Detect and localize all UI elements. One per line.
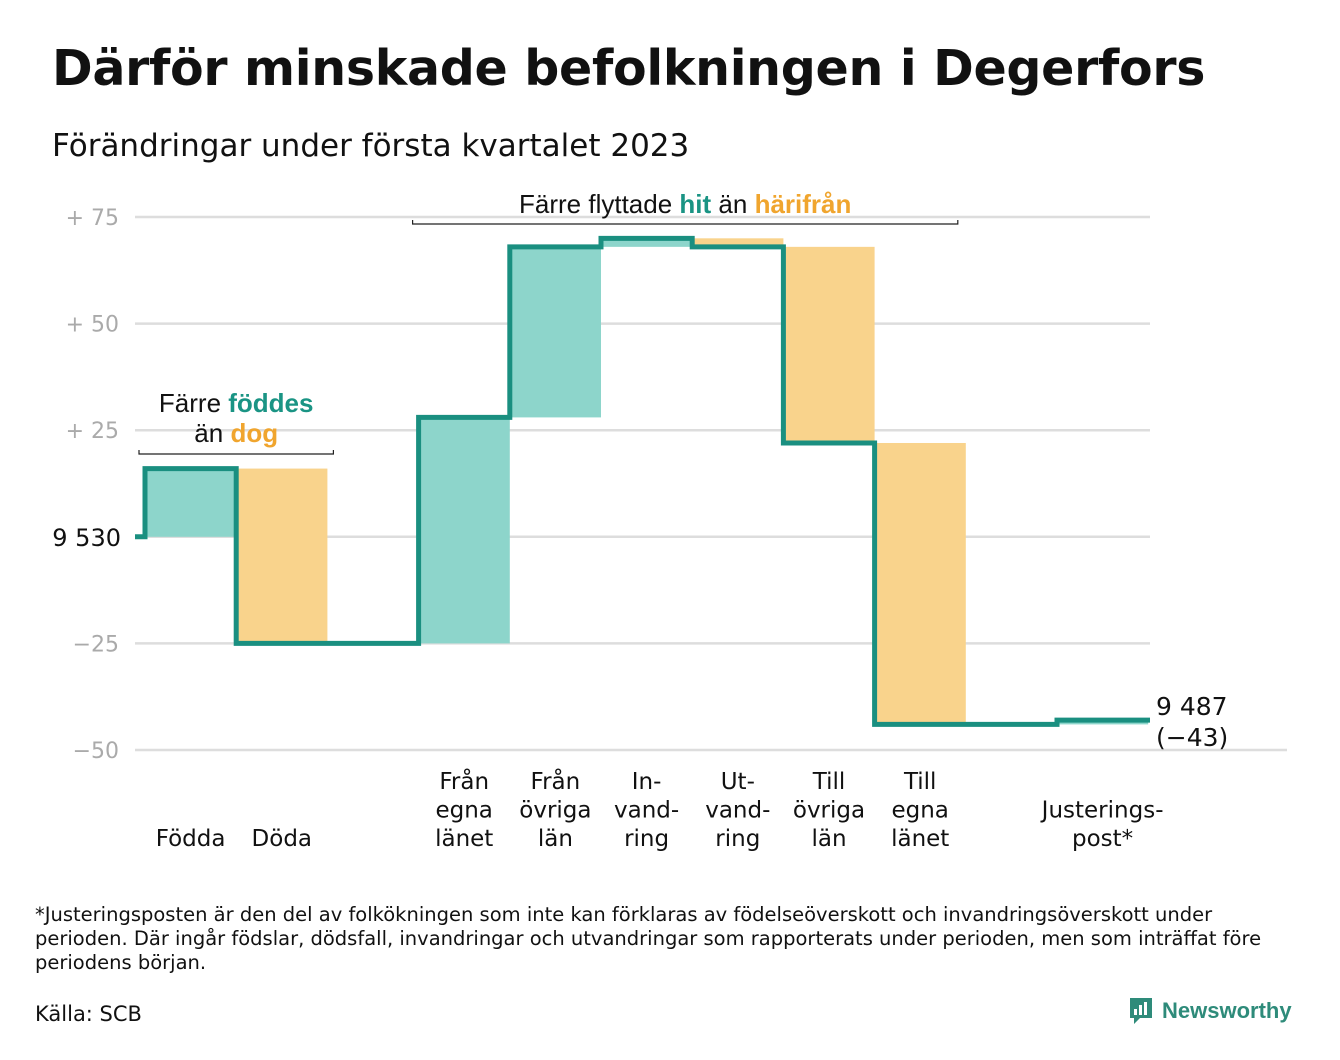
y-tick-label: −25: [73, 632, 119, 657]
migration-annotation-part: Färre flyttade: [519, 189, 679, 219]
category-label: Döda: [252, 826, 312, 852]
bar-frånegnalänet: [418, 417, 510, 644]
category-label: övriga: [793, 798, 865, 824]
bar-invandring: [601, 238, 693, 247]
bar-tillegnalänet: [874, 442, 966, 725]
category-label: övriga: [519, 798, 591, 824]
category-label: vand-: [614, 798, 679, 824]
waterfall-chart: + 75 + 50 + 25 −25 −50 9 530 9 487(−43) Födda Dö…: [52, 189, 1287, 852]
bar-födda: [145, 468, 237, 537]
category-label: In-: [632, 769, 662, 795]
category-label: ring: [624, 826, 669, 852]
bar-utvandring: [692, 238, 784, 247]
migration-annotation: Färre flyttade hit än härifrån: [519, 189, 851, 219]
category-label: länet: [891, 826, 949, 852]
births-annotation-line1-part: Färre: [159, 388, 228, 418]
y-tick-label: −50: [73, 739, 119, 764]
end-value-label: 9 487: [1156, 692, 1228, 721]
births-bracket: [138, 450, 334, 455]
category-label: län: [811, 826, 846, 852]
category-label: Födda: [156, 826, 226, 852]
bar-tillövrigalän: [783, 246, 875, 443]
end-value-label: (−43): [1156, 723, 1228, 752]
births-annotation-line2-part: dog: [230, 418, 278, 448]
births-annotation-line1-part: föddes: [228, 388, 313, 418]
category-label: Från: [531, 767, 581, 795]
category-label: Från: [439, 767, 489, 795]
y-tick-label: + 75: [66, 206, 119, 231]
category-label: Till: [903, 769, 937, 795]
population-step-line: [135, 235, 1150, 727]
category-label: vand-: [705, 798, 770, 824]
category-label: Justerings-: [1040, 798, 1164, 824]
births-annotation-line2-part: än: [194, 418, 230, 448]
brand-name: Newsworthy: [1162, 998, 1292, 1023]
brand-logo: Newsworthy: [1128, 996, 1292, 1026]
category-label: Till: [812, 769, 846, 795]
category-label: län: [538, 826, 573, 852]
category-label: länet: [435, 826, 493, 852]
chart-title: Därför minskade befolkningen i Degerfors: [52, 40, 1206, 97]
bar-frånövrigalän: [509, 246, 601, 418]
newsworthy-logo-icon: [1130, 998, 1152, 1024]
category-label: post*: [1072, 826, 1133, 852]
y-tick-label: + 25: [66, 419, 119, 444]
category-label: Ut-: [721, 769, 755, 795]
category-label: ring: [715, 826, 760, 852]
y-tick-label: + 50: [66, 313, 119, 338]
births-annotation-line1: Färre föddes: [159, 388, 314, 418]
chart-subtitle: Förändringar under första kvartalet 2023: [52, 128, 690, 164]
source-label: Källa: SCB: [35, 1002, 142, 1026]
migration-annotation-part: hit: [679, 189, 711, 219]
category-label: egna: [891, 798, 948, 824]
migration-annotation-part: än: [711, 189, 754, 219]
category-label: egna: [435, 798, 492, 824]
footnote: *Justeringsposten är den del av folkökni…: [35, 903, 1262, 974]
births-annotation-line2: än dog: [194, 418, 278, 448]
bar-döda: [236, 468, 328, 644]
migration-bracket: [412, 220, 959, 225]
migration-annotation-part: härifrån: [755, 189, 852, 219]
baseline-value-label: 9 530: [52, 524, 121, 552]
